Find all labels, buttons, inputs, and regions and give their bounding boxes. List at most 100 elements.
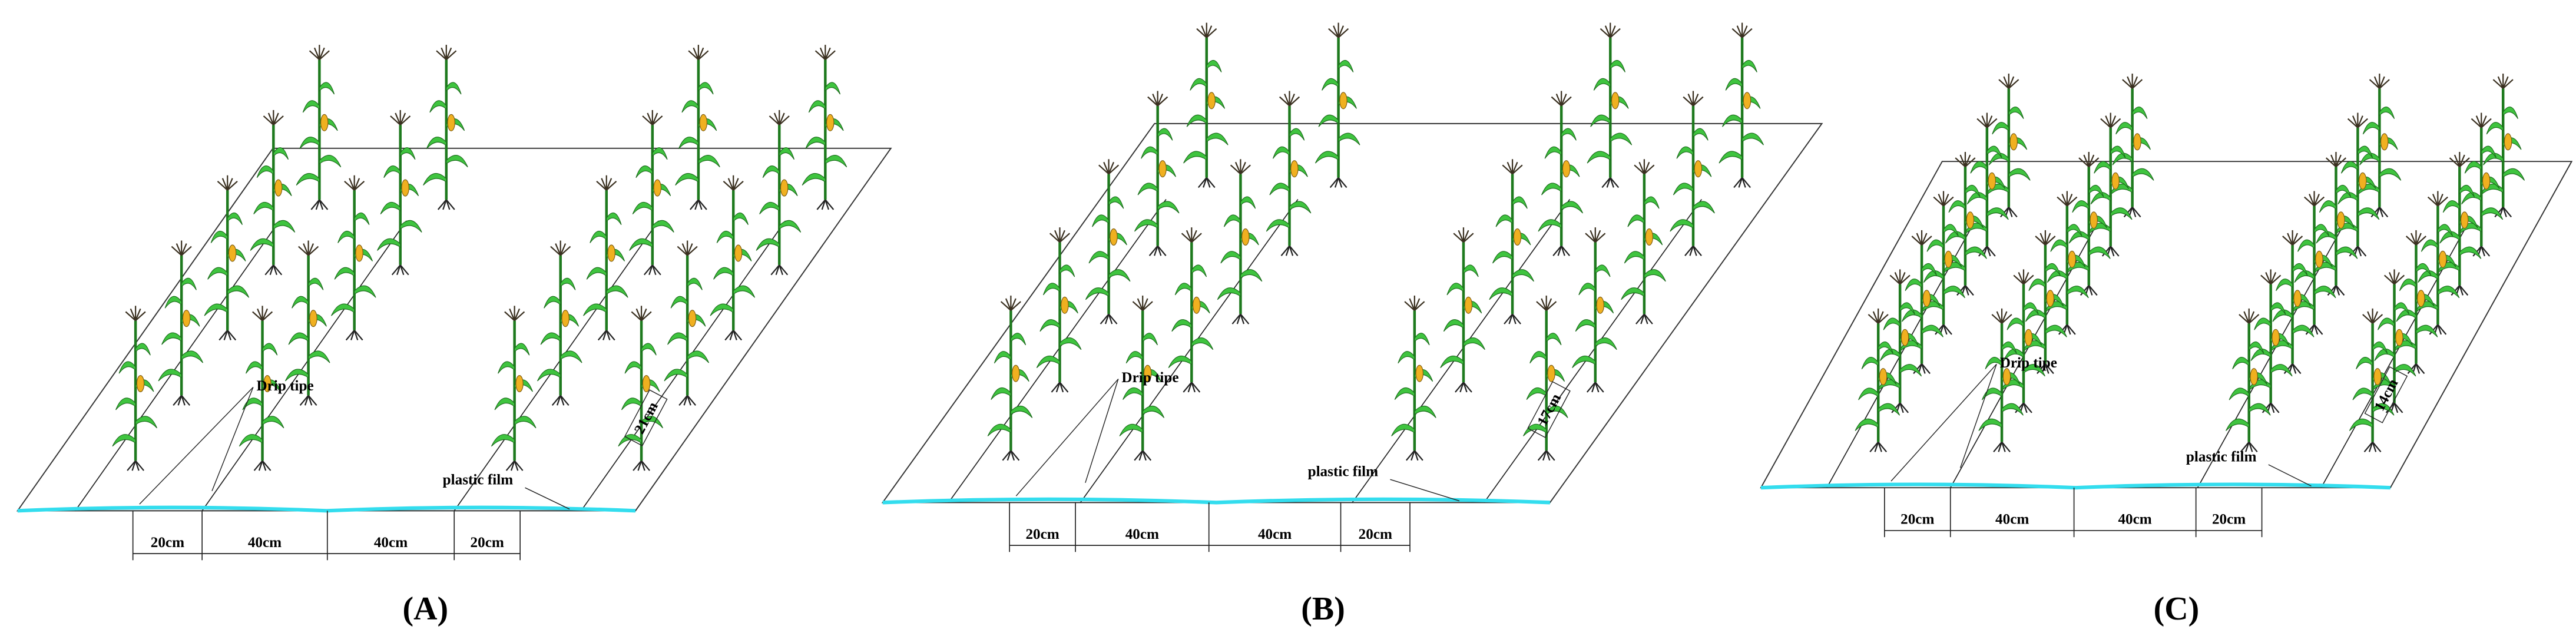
root (690, 199, 699, 210)
tassel (1289, 96, 1300, 107)
leaf (606, 212, 622, 225)
tassel (252, 311, 263, 322)
tassel (130, 308, 137, 321)
root (1203, 177, 1207, 188)
tassel (1157, 94, 1164, 107)
tassel (779, 112, 785, 125)
leaf (1010, 405, 1033, 418)
leaf (2379, 107, 2395, 119)
leaf (292, 296, 309, 309)
root (269, 264, 274, 276)
leaf (1722, 114, 1743, 127)
leaf (1092, 214, 1110, 227)
leaf (1992, 122, 2009, 135)
corn-ear (2293, 290, 2302, 307)
leaf (1492, 251, 1513, 264)
root (353, 329, 363, 341)
leaf (2372, 403, 2395, 416)
tassel (1933, 196, 1944, 207)
leaf (319, 155, 342, 168)
root (694, 199, 699, 210)
leaf (1190, 78, 1207, 91)
corn-plant (284, 240, 330, 406)
root (2058, 324, 2068, 335)
corn-plant (710, 175, 756, 341)
root (1640, 313, 1645, 324)
tassel (2481, 118, 2492, 128)
leaf (164, 296, 182, 309)
root (1010, 450, 1020, 461)
corn-plant (2269, 230, 2315, 375)
leaf (1981, 387, 2002, 400)
row-line (453, 220, 659, 511)
root (223, 330, 229, 340)
leaf (2461, 192, 2482, 205)
root (1236, 313, 1241, 324)
tassel (353, 178, 360, 191)
leaf (667, 332, 688, 345)
leaf (1322, 78, 1339, 91)
tassel (2260, 274, 2272, 285)
tassel (2270, 274, 2282, 285)
root (648, 264, 653, 276)
corn-plant (1978, 308, 2024, 453)
corn-plant (1266, 91, 1312, 256)
leaf (1398, 351, 1415, 364)
root (310, 199, 320, 210)
root (2368, 442, 2373, 452)
root (1104, 313, 1110, 324)
tassel (2292, 233, 2299, 246)
leaf (1186, 114, 1207, 127)
root (1899, 402, 1909, 413)
leaf (308, 350, 330, 363)
leaf (1986, 145, 2002, 158)
corn-ear (2024, 329, 2033, 346)
root (816, 199, 826, 210)
tassel (2325, 157, 2337, 167)
leaf (544, 296, 561, 309)
root (1100, 313, 1110, 324)
tassel (1005, 298, 1012, 311)
root (1183, 382, 1193, 393)
root (261, 460, 271, 471)
corn-ear (1241, 228, 1250, 246)
leaf (112, 434, 136, 447)
root (1280, 245, 1290, 256)
corn-plant (2479, 74, 2525, 218)
tassel (2379, 76, 2385, 89)
leaf (2372, 341, 2388, 354)
leaf (115, 398, 136, 410)
tassel (273, 112, 279, 125)
tassel (221, 178, 229, 191)
root (1059, 382, 1069, 393)
tassel (2415, 236, 2426, 246)
root (2437, 324, 2447, 335)
leaf (135, 416, 158, 429)
leaf (227, 212, 243, 225)
leaf (2357, 207, 2380, 220)
leaf (2249, 341, 2264, 354)
tassel (303, 243, 309, 256)
root (1508, 313, 1514, 324)
tassel (1137, 298, 1144, 311)
tassel (2265, 272, 2272, 285)
leaf (2132, 168, 2154, 181)
root (1002, 450, 1012, 461)
root (2001, 441, 2011, 453)
leaf (687, 277, 703, 290)
leaf (808, 100, 826, 113)
corn-ear (699, 114, 708, 131)
tassel (819, 47, 826, 60)
tassel (441, 47, 447, 60)
leaf (1621, 287, 1645, 300)
corn-ear (447, 114, 455, 131)
leaf (621, 398, 642, 410)
root (1459, 382, 1465, 393)
tassel (2330, 154, 2337, 167)
tassel (1463, 233, 1474, 243)
tassel (1683, 96, 1694, 107)
tassel (1337, 25, 1345, 38)
tassel (2083, 154, 2090, 167)
leaf (2378, 317, 2395, 330)
film-label: plastic film (2186, 449, 2257, 465)
